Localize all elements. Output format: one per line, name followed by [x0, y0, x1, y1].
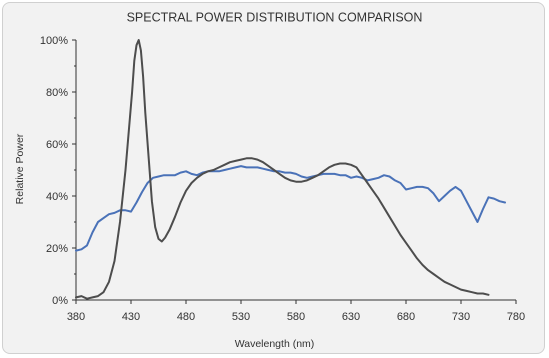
x-tick-label: 680 — [397, 311, 415, 323]
x-tick-label: 530 — [232, 311, 250, 323]
x-tick-label: 630 — [342, 311, 360, 323]
spectral-chart: SPECTRAL POWER DISTRIBUTION COMPARISON W… — [14, 11, 525, 351]
x-axis-label: Wavelength (nm) — [235, 338, 315, 350]
y-tick-label: 20% — [46, 243, 68, 255]
y-axis-label: Relative Power — [14, 133, 26, 204]
chart-title: SPECTRAL POWER DISTRIBUTION COMPARISON — [127, 11, 423, 25]
y-tick-label: 0% — [52, 295, 68, 307]
x-tick-label: 480 — [177, 311, 195, 323]
x-tick-label: 380 — [67, 311, 85, 323]
series-line-gray — [75, 39, 490, 300]
y-tick-label: 80% — [46, 87, 68, 99]
y-tick-label: 60% — [46, 139, 68, 151]
y-tick-label: 40% — [46, 191, 68, 203]
x-tick-label: 780 — [507, 311, 525, 323]
y-tick-label: 100% — [40, 35, 68, 47]
x-tick-label: 580 — [287, 311, 305, 323]
x-tick-label: 730 — [452, 311, 470, 323]
series-line-blue — [75, 165, 506, 252]
x-tick-label: 430 — [122, 311, 140, 323]
chart-frame: SPECTRAL POWER DISTRIBUTION COMPARISON W… — [2, 2, 545, 354]
